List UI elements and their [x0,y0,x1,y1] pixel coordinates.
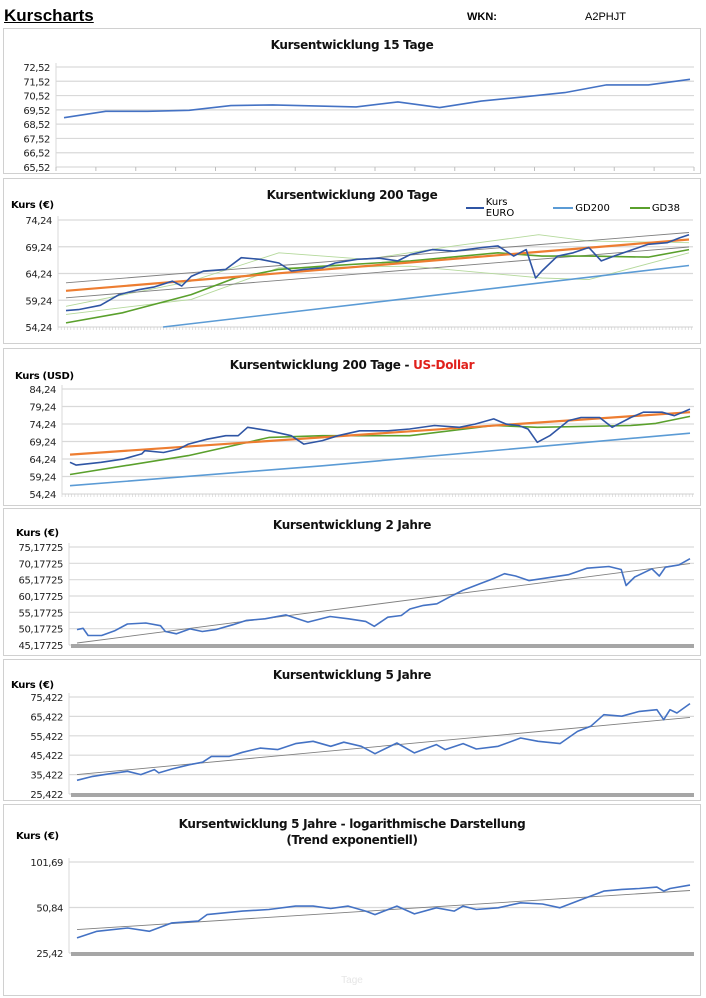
series-line-gd38 [69,415,691,476]
y-tick-label: 75,422 [30,693,63,704]
chart-200-tage: Kursentwicklung 200 Tage Kurs (€) Kurs E… [3,178,701,344]
y-tick-label: 72,52 [23,63,50,74]
chart-title: Kursentwicklung 200 Tage - US-Dollar [4,358,700,372]
chart-title: Kursentwicklung 5 Jahre [272,668,432,682]
series-line-kurs [76,702,691,782]
chart-plot: 75,17725 70,17725 65,17725 60,17725 55,17725… [18,543,694,652]
chart-5-jahre-log: Kursentwicklung 5 Jahre - logarithmische… [3,804,701,996]
chart-5-jahre: Kursentwicklung 5 Jahre Kurs (€) 75,422 6… [3,659,701,801]
y-tick-label: 70,17725 [18,559,63,570]
series-line-band [65,252,690,315]
y-tick-label: 65,52 [23,163,50,174]
y-tick-label: 69,24 [29,438,56,449]
y-tick-label: 71,52 [23,77,50,88]
y-tick-label: 50,84 [36,904,63,915]
x-tick-band [71,644,694,648]
chart-title: Kursentwicklung 5 Jahre - logarithmische… [178,817,526,831]
legend: Kurs EURO GD200 GD38 [466,197,700,219]
y-axis-label: Kurs (€) [16,528,59,539]
chart-title-text: Kursentwicklung 200 Tage - [229,358,414,372]
series-line-gd38 [65,248,690,324]
y-tick-label: 84,24 [29,385,56,396]
series-line-gd200 [69,432,691,487]
series-line-channel [76,563,691,644]
legend-swatch [629,207,650,209]
chart-plot: 74,24 69,24 64,24 59,24 54,24 [25,216,693,334]
legend-label: Kurs EURO [485,197,515,219]
y-tick-label: 69,52 [23,106,50,117]
y-tick-label: 25,422 [30,790,63,801]
y-tick-label: 60,17725 [18,592,63,603]
y-axis-label: Kurs (€) [16,831,59,842]
y-tick-label: 25,42 [36,949,63,960]
y-tick-label: 68,52 [23,120,50,131]
series-line-kurs-euro [69,408,691,466]
y-tick-label: 64,24 [29,455,56,466]
y-tick-label: 69,24 [25,243,52,254]
y-tick-label: 79,24 [29,403,56,414]
y-axis-label: Kurs (€) [11,200,54,211]
chart-200-tage-usd: Kursentwicklung 200 Tage - US-Dollar Kur… [3,348,701,506]
legend-label: GD200 [575,202,610,214]
y-tick-label: 64,24 [25,270,52,281]
chart-title: Kursentwicklung 15 Tage [270,38,434,52]
y-tick-label: 66,52 [23,149,50,160]
y-tick-label: 45,17725 [18,641,63,652]
series-line-band [65,234,690,307]
legend-label: GD38 [651,202,680,214]
y-tick-label: 67,52 [23,134,50,145]
y-tick-label: 74,24 [29,420,56,431]
y-tick-label: 55,422 [30,732,63,743]
wkn-value: A2PHJT [585,11,626,23]
wkn-label: WKN: [467,11,497,23]
x-tick-band [71,952,694,956]
y-tick-label: 50,17725 [18,625,63,636]
y-tick-label: 45,422 [30,751,63,762]
legend-swatch [553,207,574,209]
legend-item-kurs-euro: Kurs EURO [466,197,533,219]
y-tick-label: 70,52 [23,92,50,103]
y-tick-label: 75,17725 [18,543,63,554]
series-line-kurs-euro [65,233,690,312]
page-title: Kurscharts [4,6,94,25]
chart-plot: 101,69 50,84 25,42 [30,858,694,960]
legend-swatch [466,207,484,209]
series-line-trend [69,411,691,456]
y-tick-label: 55,17725 [18,608,63,619]
y-tick-label: 59,24 [29,473,56,484]
y-tick-label: 59,24 [25,296,52,307]
chart-subtitle: (Trend exponentiell) [286,833,418,847]
chart-title-highlight: US-Dollar [413,358,475,372]
series-line-kurs [76,884,691,939]
x-axis-label: Tage [341,975,363,986]
series-line-kurs [76,558,691,637]
chart-title: Kursentwicklung 200 Tage [266,188,438,202]
legend-item-gd200: GD200 [553,203,610,214]
chart-2-jahre: Kursentwicklung 2 Jahre Kurs (€) 75,1772… [3,508,701,656]
x-tick-band [71,793,694,797]
y-tick-label: 54,24 [25,323,52,334]
y-axis-label: Kurs (USD) [15,371,74,382]
chart-title: Kursentwicklung 2 Jahre [272,518,432,532]
chart-15-tage: Kursentwicklung 15 Tage 72,52 71,52 70,52 6… [3,28,701,174]
y-tick-label: 101,69 [30,858,63,869]
chart-plot: 75,422 65,422 55,422 45,422 35,422 25,422 [30,693,694,801]
legend-item-gd38: GD38 [629,202,680,214]
y-tick-label: 35,422 [30,771,63,782]
chart-plot: 84,24 79,24 74,24 69,24 64,24 59,24 54,24 [29,385,694,501]
series-line-kurs [63,78,691,119]
series-line-channel [76,716,691,776]
y-tick-label: 54,24 [29,490,56,501]
y-axis-label: Kurs (€) [11,680,54,691]
y-tick-label: 65,422 [30,712,63,723]
series-line-gd200 [163,264,690,328]
chart-plot: 72,52 71,52 70,52 69,52 68,52 67,52 66,52 65,52 [23,63,695,174]
y-tick-label: 65,17725 [18,576,63,587]
y-tick-label: 74,24 [25,216,52,227]
